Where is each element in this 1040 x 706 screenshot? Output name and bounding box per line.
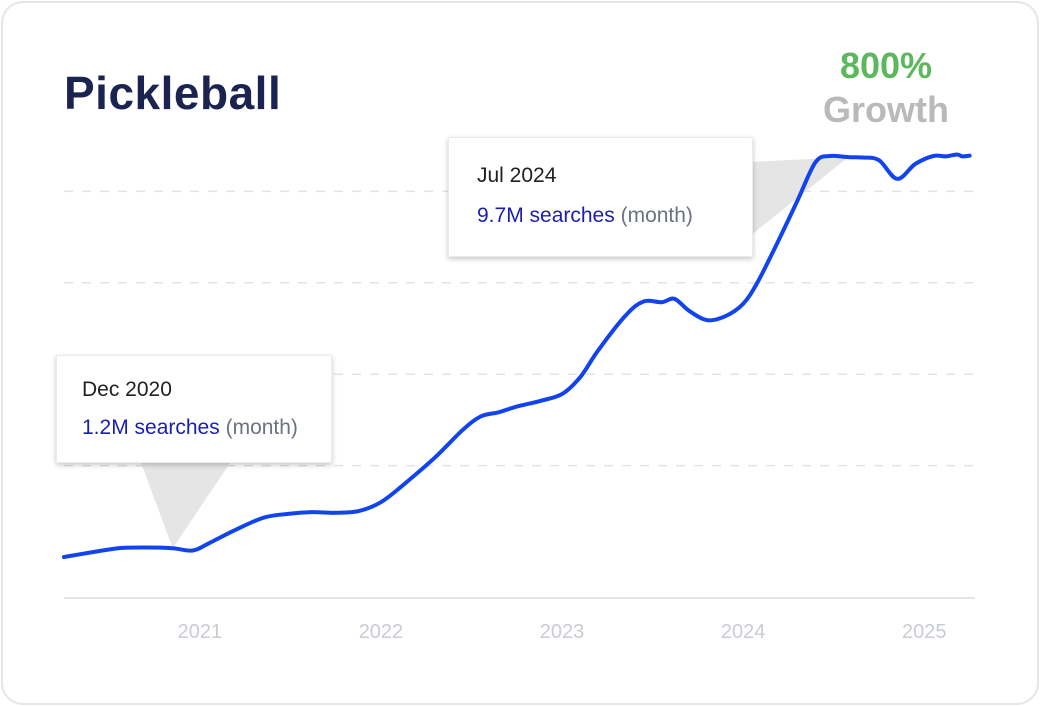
chart-title: Pickleball bbox=[64, 67, 282, 119]
x-axis-ticks: 2021 2022 2023 2024 2025 bbox=[178, 621, 947, 643]
growth-value: 800% bbox=[839, 45, 933, 86]
x-tick-label-2022: 2022 bbox=[359, 621, 404, 643]
growth-stat: 800% Growth bbox=[806, 44, 966, 132]
tooltip-start-date: Dec 2020 bbox=[82, 378, 172, 401]
series-line-pickleball[interactable] bbox=[62, 152, 972, 559]
tooltip-start-unit: (month) bbox=[225, 416, 298, 439]
tooltip-peak-value: 9.7M searches (month) bbox=[477, 204, 693, 228]
x-tick-label-2024: 2024 bbox=[721, 621, 766, 643]
tooltip-start: Dec 2020 1.2M searches (month) bbox=[56, 355, 332, 463]
tooltip-start-value: 1.2M searches (month) bbox=[82, 416, 298, 440]
x-tick-label-2025: 2025 bbox=[902, 621, 947, 643]
tooltip-peak: Jul 2024 9.7M searches (month) bbox=[448, 137, 753, 257]
tooltip-start-searches: 1.2M searches bbox=[82, 416, 220, 439]
x-tick-label-2023: 2023 bbox=[540, 621, 585, 643]
tooltip-peak-date: Jul 2024 bbox=[477, 164, 557, 187]
tooltip-peak-searches: 9.7M searches bbox=[477, 204, 615, 227]
tooltip-pointer-1 bbox=[140, 460, 232, 549]
tooltip-peak-unit: (month) bbox=[620, 204, 693, 227]
growth-label: Growth bbox=[823, 89, 949, 130]
x-tick-label-2021: 2021 bbox=[178, 621, 223, 643]
